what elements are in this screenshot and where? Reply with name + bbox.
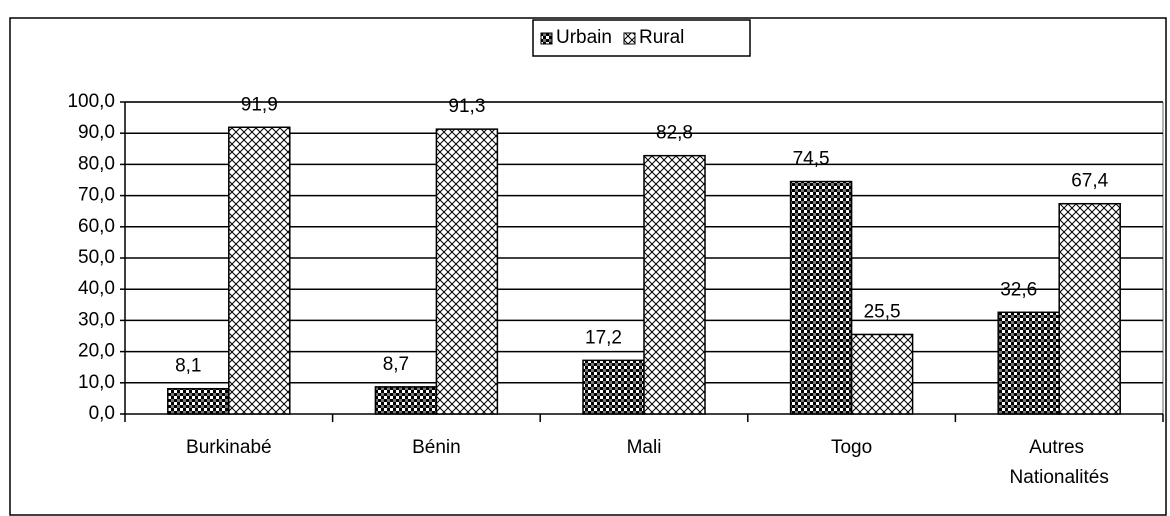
y-tick-label: 100,0 xyxy=(67,91,115,112)
legend-label: Rural xyxy=(639,27,684,48)
bar xyxy=(167,387,230,415)
value-label: 32,6 xyxy=(1000,279,1037,300)
value-label: 82,8 xyxy=(656,123,693,144)
bar xyxy=(582,359,645,415)
x-tick-label: Autres Nationalités xyxy=(1010,437,1109,488)
y-tick-label: 0,0 xyxy=(89,403,115,424)
value-label: 17,2 xyxy=(585,327,622,348)
x-tick-label: Burkinabé xyxy=(186,437,272,458)
y-tick-label: 70,0 xyxy=(78,185,115,206)
bar xyxy=(435,128,499,415)
y-tick-label: 20,0 xyxy=(78,341,115,362)
value-label: 91,9 xyxy=(241,94,278,115)
x-tick-label: Bénin xyxy=(412,437,461,458)
bar xyxy=(1058,202,1121,415)
chart-frame xyxy=(9,17,1167,516)
value-label: 8,7 xyxy=(383,354,409,375)
y-tick-label: 10,0 xyxy=(78,372,115,393)
legend xyxy=(532,19,751,57)
x-tick-label: Mali xyxy=(627,437,662,458)
y-tick-label: 60,0 xyxy=(78,216,115,237)
x-tick-label: Togo xyxy=(831,437,872,458)
bar xyxy=(789,180,853,415)
bar xyxy=(228,126,291,415)
value-label: 74,5 xyxy=(793,149,830,170)
value-label: 25,5 xyxy=(864,301,901,322)
legend-label: Urbain xyxy=(556,27,612,48)
value-label: 67,4 xyxy=(1071,171,1108,192)
y-tick-label: 40,0 xyxy=(78,278,115,299)
bar xyxy=(374,386,438,415)
bar xyxy=(997,311,1060,415)
bar xyxy=(643,154,706,415)
bar xyxy=(850,333,914,415)
y-tick-label: 80,0 xyxy=(78,153,115,174)
legend-swatch xyxy=(623,32,636,45)
y-tick-label: 50,0 xyxy=(78,247,115,268)
y-tick-label: 30,0 xyxy=(78,309,115,330)
value-label: 8,1 xyxy=(175,356,201,377)
legend-swatch xyxy=(540,32,553,45)
value-label: 91,3 xyxy=(448,96,485,117)
y-tick-label: 90,0 xyxy=(78,122,115,143)
